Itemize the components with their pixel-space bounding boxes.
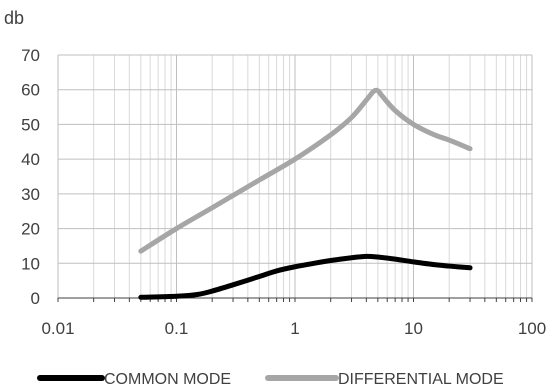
x-tick-labels: 0.01 0.1 1 10 100 — [41, 319, 546, 338]
x-tick-label: 1 — [290, 319, 299, 338]
common-mode-line — [138, 253, 473, 300]
y-axis-label: db — [4, 8, 24, 28]
legend: COMMON MODE DIFFERENTIAL MODE — [37, 371, 504, 388]
y-tick-label: 30 — [21, 185, 40, 204]
y-tick-label: 60 — [21, 81, 40, 100]
y-tick-label: 20 — [21, 220, 40, 239]
differential-mode-line — [138, 87, 473, 254]
x-tick-label: 0.01 — [41, 319, 74, 338]
legend-label-common-mode: COMMON MODE — [104, 371, 231, 388]
x-tick-label: 100 — [518, 319, 546, 338]
legend-label-differential-mode: DIFFERENTIAL MODE — [338, 371, 504, 388]
x-tick-label: 0.1 — [165, 319, 189, 338]
y-tick-labels: 0 10 20 30 40 50 60 70 — [21, 46, 40, 308]
y-tick-label: 10 — [21, 254, 40, 273]
y-tick-label: 0 — [31, 289, 40, 308]
y-tick-label: 50 — [21, 115, 40, 134]
x-tick-label: 10 — [404, 319, 423, 338]
y-tick-label: 40 — [21, 150, 40, 169]
y-tick-label: 70 — [21, 46, 40, 65]
gridlines — [57, 54, 533, 298]
axes — [57, 297, 533, 302]
series-lines — [138, 87, 473, 300]
